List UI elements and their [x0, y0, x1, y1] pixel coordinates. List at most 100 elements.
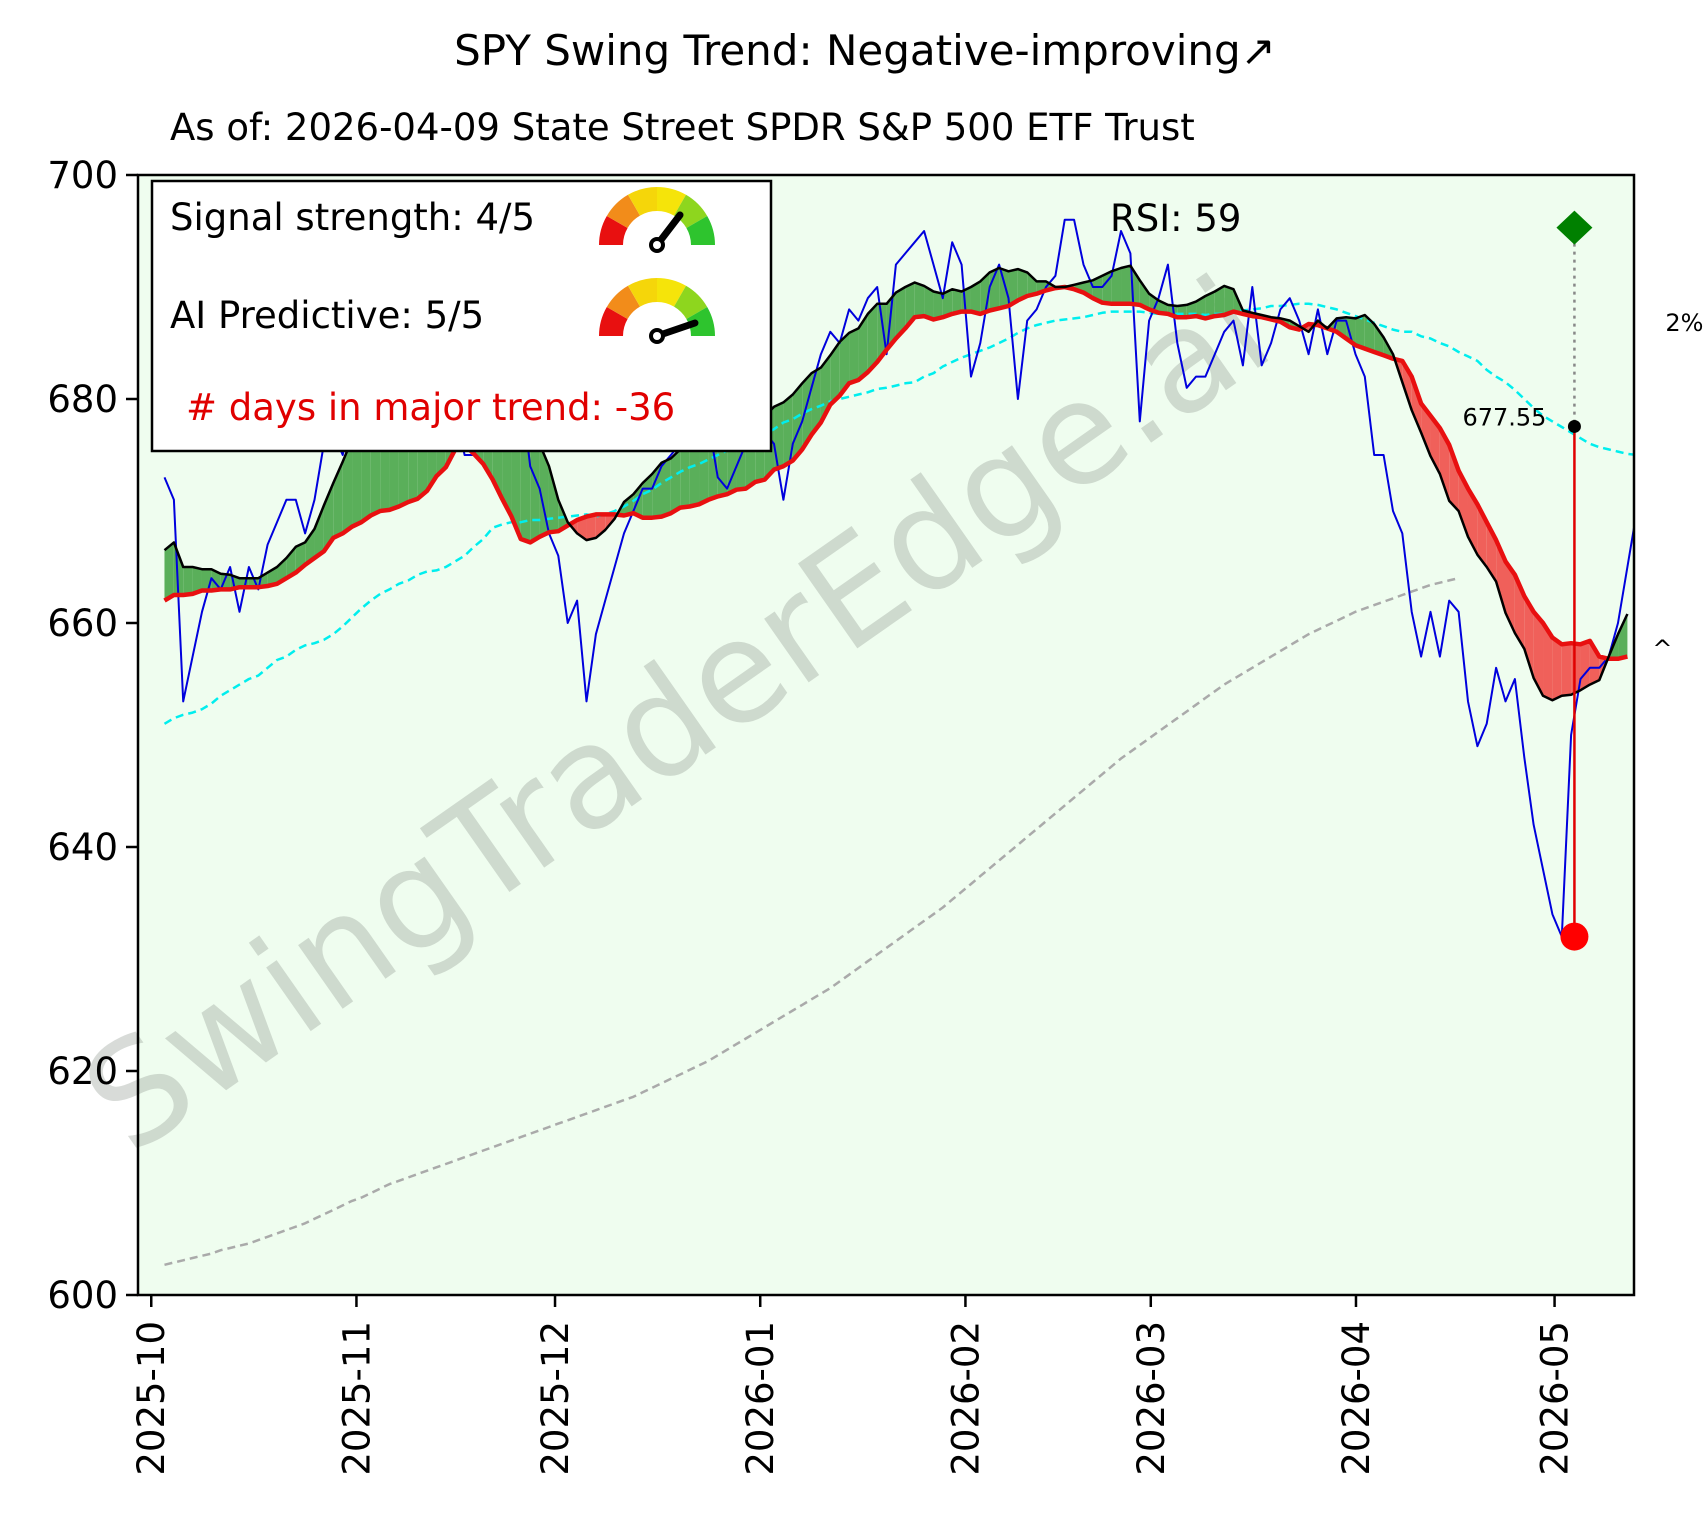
x-tick-label: 2026-05	[1534, 1321, 1577, 1476]
trend-fill	[1580, 640, 1590, 691]
trend-fill	[1589, 640, 1600, 685]
signal-gauge-icon	[599, 187, 715, 253]
y-axis: 600 620 640 660 680 700	[47, 154, 138, 1317]
y-tick-label: 640	[47, 826, 118, 869]
trend-fill	[1027, 272, 1037, 296]
trend-fill	[530, 432, 540, 543]
trend-fill	[548, 466, 559, 533]
trend-fill	[849, 328, 859, 384]
trend-fill	[1121, 265, 1131, 304]
trend-fill	[1467, 488, 1478, 555]
trend-fill	[314, 505, 324, 559]
trend-fill	[989, 267, 1000, 311]
trend-fill	[661, 458, 671, 517]
caret-label: ^	[1652, 635, 1672, 663]
chart-subtitle: As of: 2026-04-09 State Street SPDR S&P …	[170, 106, 1195, 149]
trend-fill	[1017, 269, 1028, 301]
plot-frame	[136, 173, 1636, 1297]
x-tick-label: 2025-12	[534, 1321, 577, 1476]
trend-fill	[877, 303, 887, 363]
x-tick-label: 2026-03	[1130, 1321, 1173, 1476]
plot-layer	[163, 218, 1634, 1267]
y-tick-label: 680	[47, 378, 118, 421]
trend-fill	[680, 446, 690, 508]
trend-fill	[258, 572, 268, 588]
upper-band-line	[163, 302, 1634, 725]
rsi-label: RSI: 59	[1110, 197, 1241, 240]
trend-fill	[1008, 269, 1018, 307]
trend-fill	[1618, 614, 1628, 659]
y-tick-label: 600	[47, 1274, 118, 1317]
x-tick-label: 2025-11	[335, 1321, 378, 1476]
trend-fill	[1421, 403, 1431, 457]
x-tick-label: 2026-02	[944, 1321, 987, 1476]
trend-fill	[811, 367, 821, 435]
trend-fill	[1364, 315, 1375, 352]
trend-fill	[952, 289, 962, 314]
x-tick-label: 2026-04	[1335, 1321, 1378, 1476]
trend-fill	[1439, 428, 1450, 501]
trend-fill	[1524, 596, 1534, 678]
sma-long-line	[164, 576, 1459, 1267]
trend-fill	[1214, 285, 1225, 317]
trend-fill	[895, 287, 906, 339]
trend-fill	[774, 402, 784, 470]
trend-fill	[670, 449, 681, 514]
trend-fill	[1374, 323, 1384, 356]
trend-fill	[1543, 623, 1553, 701]
ema-slow-line	[163, 284, 1628, 662]
trend-fill	[792, 383, 803, 461]
trend-fill	[783, 394, 793, 467]
x-tick-label: 2025-10	[130, 1321, 173, 1476]
trend-fill	[867, 303, 878, 373]
downside-target-marker	[1560, 922, 1589, 951]
trend-fill	[970, 281, 981, 314]
y-tick-label: 660	[47, 602, 118, 645]
current-price-marker	[1567, 419, 1581, 433]
trend-fill	[586, 514, 596, 541]
trend-fill	[286, 546, 296, 579]
ai-predictive-label: AI Predictive: 5/5	[170, 294, 484, 337]
y-tick-label: 700	[47, 154, 118, 197]
trend-fill	[164, 542, 174, 601]
trend-fill	[192, 567, 202, 594]
percent-label: 2%	[1665, 309, 1703, 337]
trend-fill	[839, 332, 850, 396]
trend-fill	[1158, 300, 1168, 314]
chart-title: SPY Swing Trend: Negative-improving↗	[454, 26, 1276, 75]
upside-target-marker	[1556, 210, 1593, 245]
current-price-label: 677.55	[1462, 403, 1546, 431]
trend-fill	[623, 494, 634, 516]
trend-fill	[1139, 280, 1150, 310]
trend-fill	[1449, 444, 1459, 511]
trend-fill	[1092, 275, 1103, 303]
trend-fill	[914, 282, 925, 318]
trend-fill	[933, 291, 943, 320]
target-layer: 677.55 2% ^	[1462, 210, 1703, 951]
trend-fill	[1205, 291, 1215, 319]
x-axis: 2025-10 2025-11 2025-12 2026-01 2026-02 2026-…	[130, 1295, 1577, 1476]
trend-fill	[942, 289, 953, 318]
trend-fill	[642, 474, 653, 518]
trend-fill	[1533, 611, 1544, 696]
y-tick-label: 620	[47, 1050, 118, 1093]
signal-strength-label: Signal strength: 4/5	[170, 196, 535, 239]
trend-fill	[1224, 285, 1234, 315]
trend-fill	[689, 438, 700, 507]
trend-fill	[924, 285, 934, 320]
legend-box: Signal strength: 4/5 AI Predictive: 5/5 …	[150, 179, 773, 453]
ai-gauge-icon	[599, 278, 715, 344]
trend-fill	[183, 567, 193, 595]
x-tick-label: 2026-01	[739, 1321, 782, 1476]
trend-fill	[830, 341, 840, 405]
days-in-trend-label: # days in major trend: -36	[186, 386, 675, 429]
trend-fill	[652, 462, 662, 518]
trend-fill	[305, 528, 315, 565]
trend-fill	[1411, 376, 1422, 433]
trend-fill	[595, 514, 606, 538]
trend-fill	[539, 443, 549, 537]
trend-fill	[1552, 637, 1562, 701]
trend-fill	[1111, 267, 1122, 304]
trend-fill	[1561, 643, 1572, 696]
